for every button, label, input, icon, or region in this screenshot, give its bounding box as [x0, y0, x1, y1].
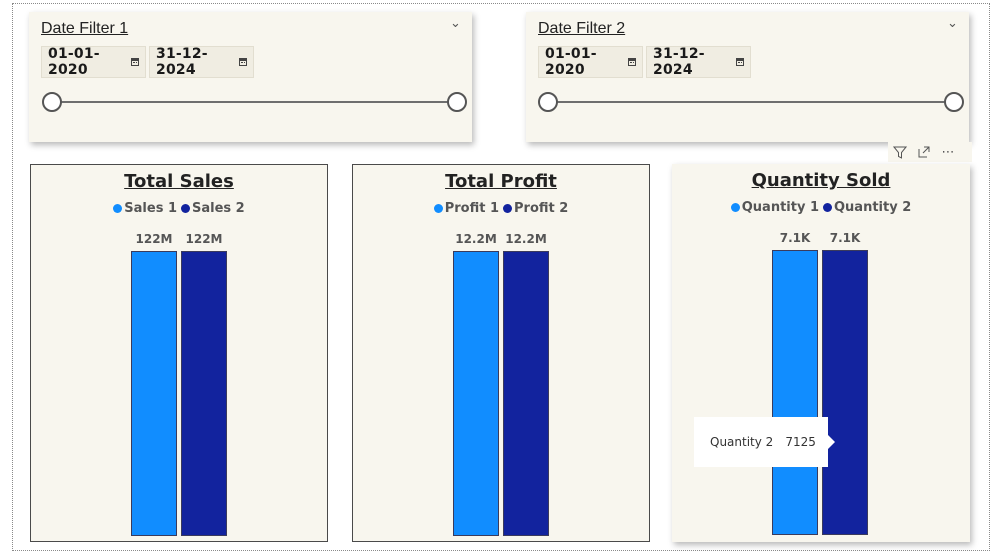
chart-title: Total Profit — [445, 171, 557, 192]
legend-label: Sales 1 — [124, 201, 177, 216]
total-sales-chart[interactable]: Total Sales Sales 1 Sales 2 122M 122M — [30, 164, 328, 542]
bar-series-2[interactable] — [503, 251, 549, 536]
chevron-down-icon[interactable]: ⌄ — [450, 16, 461, 31]
legend-dot-series-1 — [433, 204, 443, 213]
end-date-value: 31-12-2024 — [156, 46, 208, 78]
end-date-value: 31-12-2024 — [653, 46, 705, 78]
quantity-sold-chart[interactable]: Quantity Sold Quantity 1 Quantity 2 7.1K… — [672, 164, 970, 542]
legend-label: Quantity 2 — [834, 200, 912, 215]
chart-legend: Profit 1 Profit 2 — [353, 201, 649, 216]
legend-item[interactable]: Sales 2 — [181, 201, 245, 216]
date-filter-1-end-field[interactable]: 31-12-2024 — [149, 46, 254, 78]
legend-item[interactable]: Quantity 1 — [730, 200, 819, 215]
more-options-icon[interactable]: ⋯ — [941, 144, 955, 160]
tooltip-value: 7125 — [785, 435, 816, 449]
start-date-value: 01-01-2020 — [545, 46, 597, 78]
data-label: 12.2M — [505, 232, 547, 246]
legend-dot-series-2 — [823, 203, 832, 212]
visual-header: ⋯ — [888, 142, 972, 162]
total-profit-chart[interactable]: Total Profit Profit 1 Profit 2 12.2M 12.2… — [352, 164, 650, 542]
date-range-slider-track[interactable] — [548, 101, 954, 103]
date-filter-2-title: Date Filter 2 — [538, 20, 626, 37]
chart-legend: Sales 1 Sales 2 — [31, 201, 327, 216]
legend-label: Quantity 1 — [741, 200, 819, 215]
legend-label: Sales 2 — [192, 201, 245, 216]
slider-start-handle[interactable] — [538, 92, 558, 112]
date-filter-1-slicer[interactable]: Date Filter 1 ⌄ 01-01-2020 31-12-2024 — [29, 12, 472, 142]
legend-dot-series-1 — [730, 203, 740, 212]
legend-dot-series-1 — [113, 204, 123, 213]
calendar-icon[interactable] — [239, 58, 247, 66]
data-label: 12.2M — [455, 232, 497, 246]
calendar-icon[interactable] — [628, 58, 636, 66]
date-filter-2-end-field[interactable]: 31-12-2024 — [646, 46, 751, 78]
chart-legend: Quantity 1 Quantity 2 — [672, 200, 970, 215]
data-tooltip: Quantity 2 7125 — [694, 417, 835, 467]
bar-series-2[interactable] — [822, 250, 868, 535]
filter-icon[interactable] — [888, 142, 912, 162]
start-date-value: 01-01-2020 — [48, 46, 100, 78]
legend-item[interactable]: Profit 1 — [433, 201, 499, 216]
chart-title: Total Sales — [124, 171, 234, 192]
data-label: 7.1K — [829, 231, 861, 245]
date-filter-1-start-field[interactable]: 01-01-2020 — [41, 46, 146, 78]
data-label: 7.1K — [779, 231, 811, 245]
legend-item[interactable]: Sales 1 — [113, 201, 177, 216]
legend-dot-series-2 — [503, 204, 512, 213]
date-filter-1-title: Date Filter 1 — [41, 20, 129, 37]
bar-series-1[interactable] — [131, 251, 177, 536]
slider-end-handle[interactable] — [944, 92, 964, 112]
bar-series-2[interactable] — [181, 251, 227, 536]
chart-title: Quantity Sold — [751, 170, 891, 191]
calendar-icon[interactable] — [736, 58, 744, 66]
calendar-icon[interactable] — [131, 58, 139, 66]
bar-series-1[interactable] — [772, 250, 818, 535]
bar-series-1[interactable] — [453, 251, 499, 536]
data-label: 122M — [135, 232, 173, 246]
tooltip-label: Quantity 2 — [710, 435, 774, 449]
slider-end-handle[interactable] — [447, 92, 467, 112]
legend-label: Profit 1 — [444, 201, 499, 216]
data-label: 122M — [185, 232, 223, 246]
focus-mode-icon[interactable] — [912, 142, 936, 162]
slider-start-handle[interactable] — [42, 92, 62, 112]
legend-item[interactable]: Profit 2 — [503, 201, 568, 216]
date-filter-2-start-field[interactable]: 01-01-2020 — [538, 46, 643, 78]
chevron-down-icon[interactable]: ⌄ — [947, 16, 958, 31]
legend-label: Profit 2 — [514, 201, 569, 216]
legend-dot-series-2 — [181, 204, 190, 213]
legend-item[interactable]: Quantity 2 — [823, 200, 911, 215]
date-range-slider-track[interactable] — [51, 101, 457, 103]
date-filter-2-slicer[interactable]: Date Filter 2 ⌄ 01-01-2020 31-12-2024 — [526, 12, 969, 142]
